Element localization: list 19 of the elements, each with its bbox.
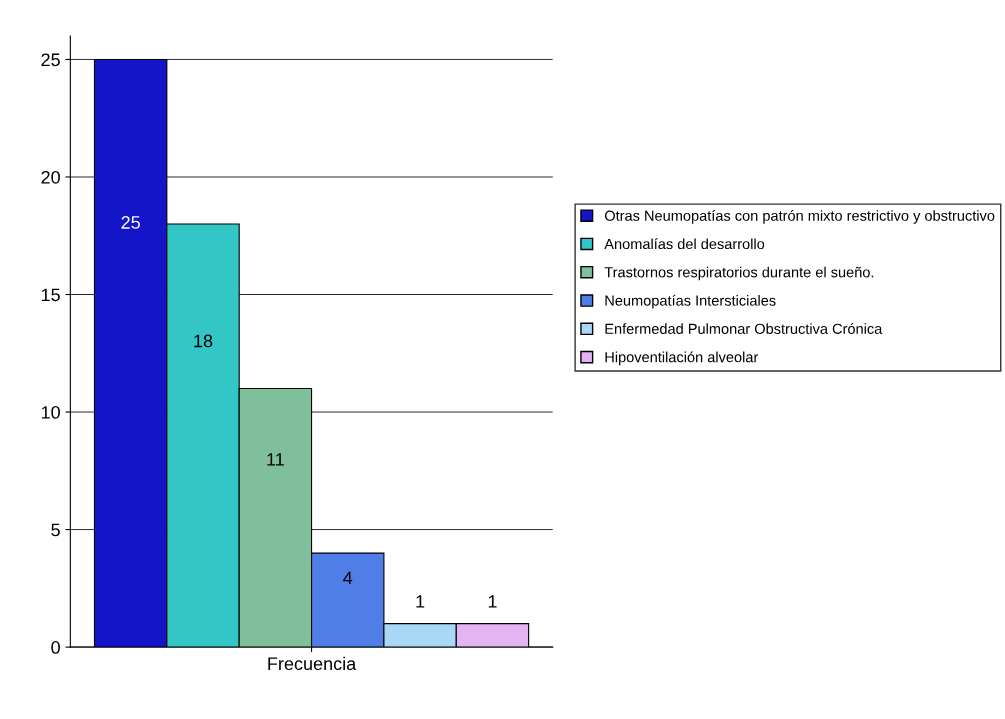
legend-label: Enfermedad Pulmonar Obstructiva Crónica bbox=[605, 323, 883, 334]
legend-label: Neumopatías Intersticiales bbox=[605, 294, 776, 309]
y-tick-label: 10 bbox=[41, 405, 60, 419]
y-tick-label: 15 bbox=[41, 288, 60, 302]
y-tick-label: 25 bbox=[41, 53, 60, 67]
data-label: 4 bbox=[343, 571, 353, 585]
legend-label: Anomalías del desarrollo bbox=[604, 238, 765, 250]
legend-label: Otras Neumopatías con patrón mixto restrictivo y obstructivo bbox=[604, 209, 995, 224]
y-tick-label: 5 bbox=[51, 523, 60, 537]
legend-label: Trastornos respiratorios durante el sueño. bbox=[604, 266, 874, 281]
data-label: 25 bbox=[121, 216, 140, 229]
x-tick-label: Frecuencia bbox=[268, 656, 357, 671]
data-label: 1 bbox=[416, 595, 425, 608]
data-label: 1 bbox=[488, 595, 497, 608]
data-label: 18 bbox=[194, 334, 213, 348]
legend-label: Hipoventilación alveolar bbox=[605, 351, 759, 366]
data-label: 11 bbox=[267, 453, 284, 466]
y-tick-label: 20 bbox=[41, 170, 60, 184]
y-tick-label: 0 bbox=[51, 641, 60, 654]
